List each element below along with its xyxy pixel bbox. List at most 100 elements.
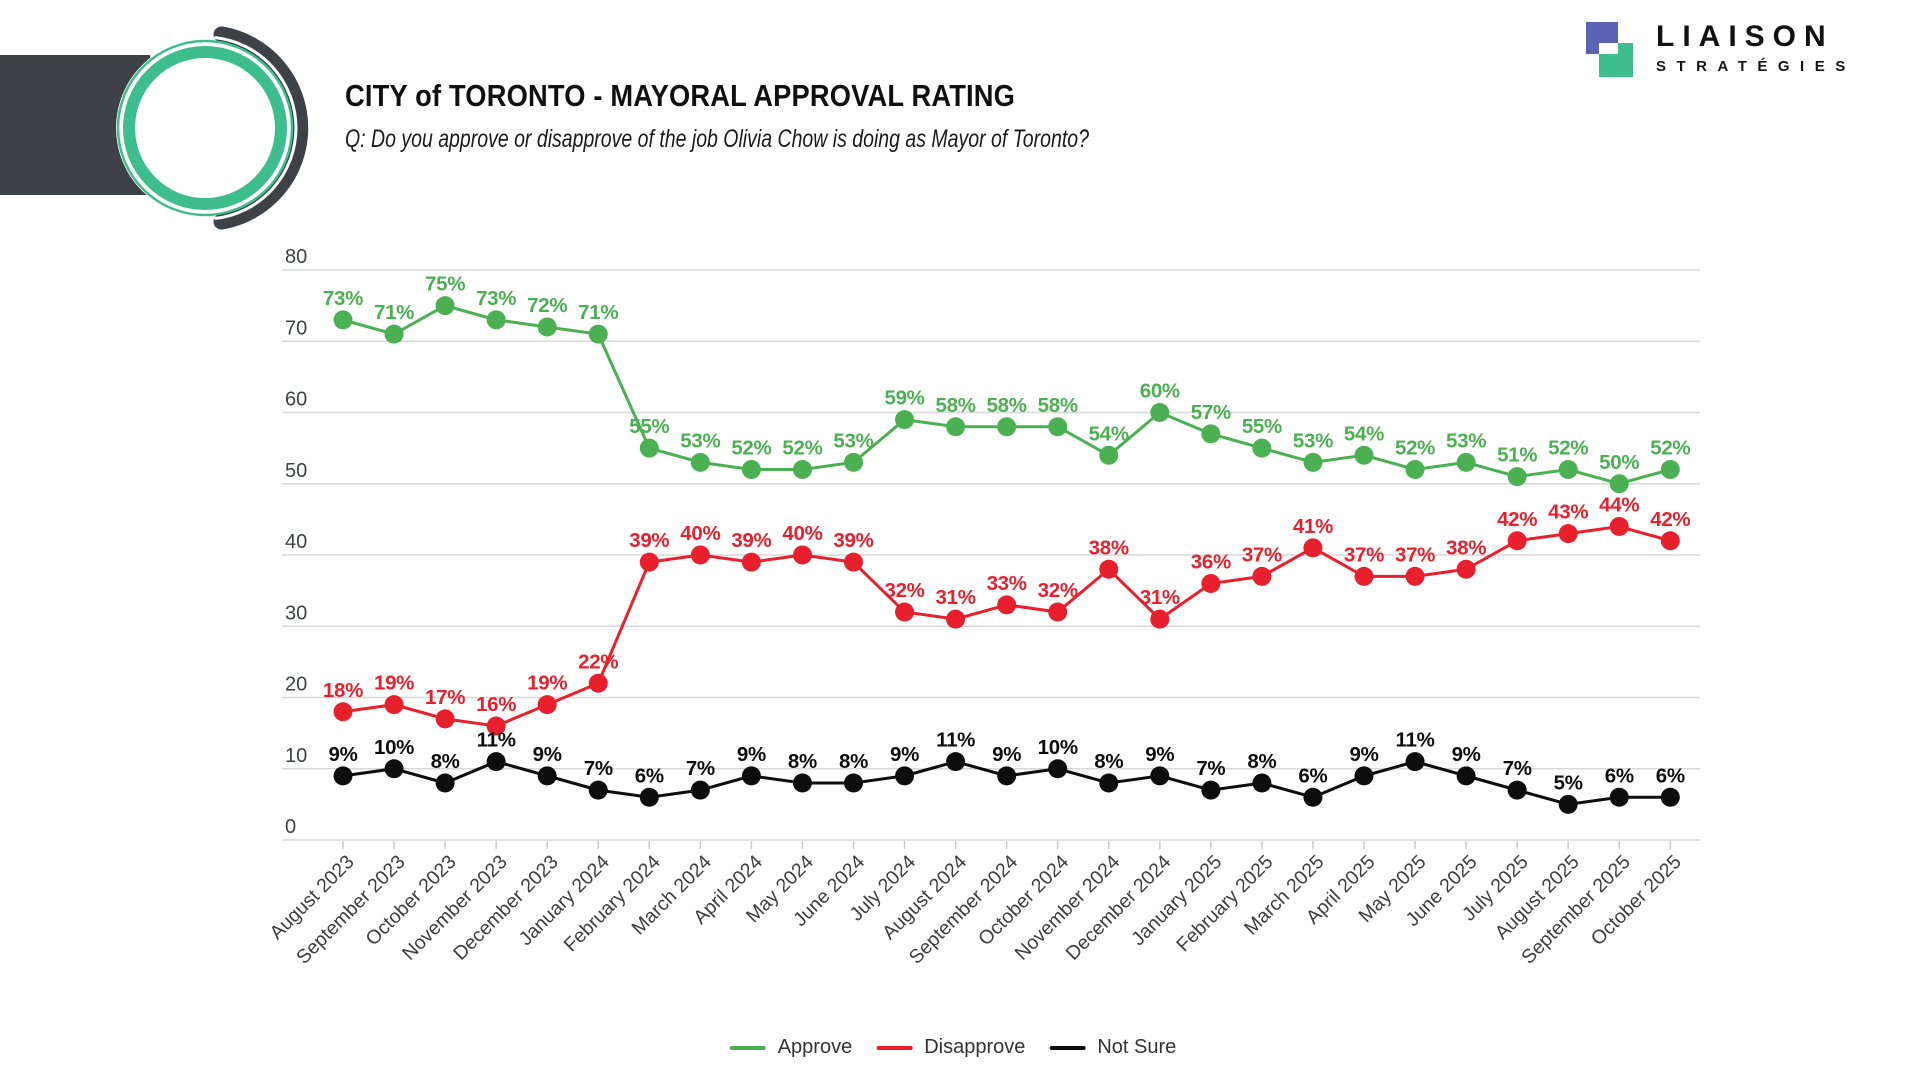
not-sure-point — [639, 787, 659, 807]
not-sure-point — [486, 752, 506, 772]
not-sure-point — [946, 752, 966, 772]
y-axis-label: 40 — [285, 531, 307, 553]
disapprove-point — [1150, 609, 1170, 629]
disapprove-point-label: 42% — [1497, 508, 1537, 531]
approve-point — [486, 310, 506, 330]
approve-point — [1405, 460, 1425, 479]
not-sure-point-label: 9% — [890, 743, 919, 766]
brand-logo: LIAISON STRATÉGIES — [1584, 20, 1856, 78]
approve-point-label: 73% — [476, 287, 516, 310]
approve-point-label: 53% — [680, 429, 720, 452]
y-axis-label: 30 — [285, 602, 307, 624]
approve-point-label: 58% — [987, 394, 1027, 417]
not-sure-point — [1507, 780, 1527, 800]
approve-point-label: 52% — [1548, 437, 1588, 460]
page-title: CITY of TORONTO - MAYORAL APPROVAL RATIN… — [345, 78, 1016, 113]
not-sure-point — [1150, 766, 1170, 786]
disapprove-point — [333, 702, 353, 722]
disapprove-point-label: 31% — [936, 586, 976, 609]
disapprove-point-label: 38% — [1446, 536, 1486, 559]
disapprove-point — [1405, 566, 1425, 586]
emblem-thin-ring — [116, 39, 294, 217]
not-sure-point-label: 8% — [1247, 750, 1276, 773]
brand-name: LIAISON — [1656, 20, 1834, 53]
disapprove-point — [486, 716, 506, 736]
approve-point — [1048, 417, 1068, 437]
approve-point — [1201, 424, 1221, 444]
not-sure-point-label: 10% — [1038, 736, 1078, 759]
not-sure-point — [1558, 794, 1578, 814]
not-sure-point-label: 10% — [374, 736, 414, 759]
not-sure-point — [537, 766, 557, 786]
not-sure-point-label: 6% — [1605, 764, 1634, 787]
y-axis-label: 20 — [285, 674, 307, 696]
approve-point — [997, 417, 1017, 437]
disapprove-point — [1507, 531, 1527, 551]
disapprove-point — [844, 552, 863, 572]
y-axis-label: 0 — [285, 816, 296, 838]
disapprove-point-label: 42% — [1650, 508, 1690, 531]
approve-point — [946, 417, 966, 437]
approve-point-label: 52% — [1395, 437, 1435, 460]
not-sure-point-label: 7% — [1503, 757, 1532, 780]
approve-point — [1252, 438, 1272, 458]
approve-point — [1660, 460, 1680, 479]
not-sure-point — [333, 766, 353, 786]
disapprove-point-label: 31% — [1140, 586, 1180, 609]
approve-point — [333, 310, 353, 330]
not-sure-point — [588, 780, 608, 800]
approve-point — [435, 296, 455, 316]
approve-point-label: 54% — [1344, 422, 1384, 445]
disapprove-point — [895, 602, 915, 622]
not-sure-point-label: 9% — [1145, 743, 1174, 766]
title-block: CITY of TORONTO - MAYORAL APPROVAL RATIN… — [345, 78, 1299, 154]
not-sure-point-label: 9% — [328, 743, 357, 766]
disapprove-point — [384, 695, 404, 715]
disapprove-point-label: 17% — [425, 686, 465, 709]
not-sure-point-label: 7% — [584, 757, 613, 780]
y-axis-label: 50 — [285, 460, 307, 482]
emblem-white-arc — [214, 36, 298, 220]
approve-point — [690, 452, 710, 472]
approve-point-label: 53% — [833, 429, 873, 452]
legend-item-not-sure: Not Sure — [1049, 1036, 1176, 1059]
legend-swatch-approve — [729, 1045, 766, 1050]
disapprove-point-label: 16% — [476, 693, 516, 716]
not-sure-point — [384, 759, 404, 779]
emblem-dark-arc — [213, 26, 309, 230]
not-sure-point — [1201, 780, 1221, 800]
disapprove-point — [1099, 559, 1119, 579]
approve-point-label: 71% — [578, 301, 618, 324]
approve-point-label: 51% — [1497, 444, 1537, 467]
emblem-backdrop — [116, 39, 294, 217]
disapprove-point — [997, 595, 1017, 615]
disapprove-point — [1048, 602, 1068, 622]
y-axis-label: 70 — [285, 317, 307, 339]
approve-point-label: 54% — [1089, 422, 1129, 445]
not-sure-point-label: 6% — [1656, 764, 1685, 787]
approve-point-label: 55% — [629, 415, 669, 438]
not-sure-point — [1660, 787, 1680, 807]
disapprove-point — [537, 695, 557, 715]
approve-point — [639, 438, 659, 458]
not-sure-point-label: 9% — [1349, 743, 1378, 766]
approve-point-label: 52% — [731, 437, 771, 460]
disapprove-point-label: 37% — [1395, 543, 1435, 566]
approve-point-label: 55% — [1242, 415, 1282, 438]
disapprove-point-label: 37% — [1344, 543, 1384, 566]
approve-point — [792, 460, 812, 479]
disapprove-point — [1201, 574, 1221, 593]
brand-square-overlap — [1599, 43, 1618, 54]
not-sure-point — [1099, 773, 1119, 793]
not-sure-point-label: 5% — [1554, 771, 1583, 794]
y-axis-label: 10 — [285, 745, 307, 767]
disapprove-point-label: 40% — [782, 522, 822, 545]
disapprove-point — [792, 545, 812, 565]
not-sure-point-label: 6% — [635, 764, 664, 787]
approve-point-label: 57% — [1191, 401, 1231, 424]
approve-point-label: 71% — [374, 301, 414, 324]
not-sure-point — [1252, 773, 1272, 793]
brand-tagline: STRATÉGIES — [1656, 58, 1856, 75]
approve-point-label: 50% — [1599, 451, 1639, 474]
